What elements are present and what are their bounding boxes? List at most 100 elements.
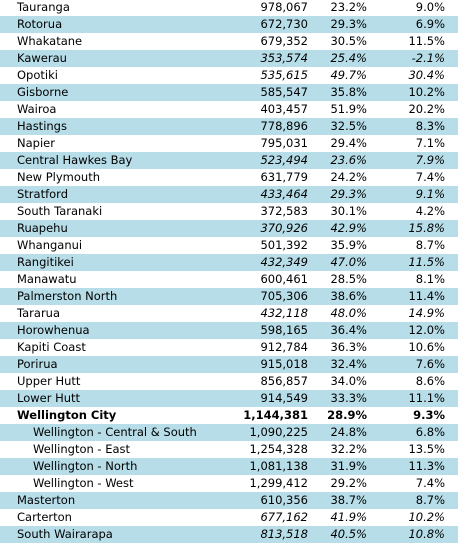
table-cell: 10.2% bbox=[408, 85, 445, 99]
table-cell: 29.3% bbox=[330, 17, 367, 31]
table-cell: 432,118 bbox=[260, 306, 308, 320]
table-row: Opotiki 535,615 49.7% 30.4% bbox=[0, 67, 458, 84]
table-row: Gisborne 585,547 35.8% 10.2% bbox=[0, 84, 458, 101]
table-cell: 31.9% bbox=[330, 459, 367, 473]
table-cell: 8.6% bbox=[415, 374, 445, 388]
region-name: Manawatu bbox=[17, 272, 77, 286]
table-cell: 15.8% bbox=[408, 221, 445, 235]
table-cell: 24.8% bbox=[330, 425, 367, 439]
table-row: Wellington - West 1,299,412 29.2% 7.4% bbox=[0, 475, 458, 492]
table-cell: 600,461 bbox=[260, 272, 308, 286]
table-cell: 49.7% bbox=[330, 68, 367, 82]
region-name: Palmerston North bbox=[17, 289, 118, 303]
table-cell: 30.1% bbox=[330, 204, 367, 218]
table-cell: 631,779 bbox=[260, 170, 308, 184]
table-cell: 11.1% bbox=[408, 391, 445, 405]
table-cell: 914,549 bbox=[260, 391, 308, 405]
table-cell: 34.0% bbox=[330, 374, 367, 388]
region-name: Porirua bbox=[17, 357, 58, 371]
region-name: Horowhenua bbox=[17, 323, 90, 337]
region-name: Rotorua bbox=[17, 17, 63, 31]
table-cell: 598,165 bbox=[260, 323, 308, 337]
table-cell: 32.5% bbox=[330, 119, 367, 133]
table-cell: 432,349 bbox=[260, 255, 308, 269]
table-cell: 25.4% bbox=[330, 51, 367, 65]
table-cell: 29.3% bbox=[330, 187, 367, 201]
region-name: Napier bbox=[17, 136, 55, 150]
table-cell: 38.7% bbox=[330, 493, 367, 507]
table-row: Wellington - East 1,254,328 32.2% 13.5% bbox=[0, 441, 458, 458]
table-row: Palmerston North 705,306 38.6% 11.4% bbox=[0, 288, 458, 305]
table-row: Whanganui 501,392 35.9% 8.7% bbox=[0, 237, 458, 254]
region-name: Lower Hutt bbox=[17, 391, 81, 405]
table-cell: 47.0% bbox=[330, 255, 367, 269]
table-row: Napier 795,031 29.4% 7.1% bbox=[0, 135, 458, 152]
region-name: South Wairarapa bbox=[17, 527, 113, 541]
table-cell: 403,457 bbox=[260, 102, 308, 116]
table-cell: 7.6% bbox=[415, 357, 445, 371]
table-row: Central Hawkes Bay 523,494 23.6% 7.9% bbox=[0, 152, 458, 169]
table-cell: 11.5% bbox=[408, 255, 445, 269]
table-cell: 29.2% bbox=[330, 476, 367, 490]
table-row: Hastings 778,896 32.5% 8.3% bbox=[0, 118, 458, 135]
table-cell: 9.3% bbox=[413, 408, 445, 422]
table-cell: 672,730 bbox=[260, 17, 308, 31]
region-name: Whanganui bbox=[17, 238, 83, 252]
table-cell: 32.2% bbox=[330, 442, 367, 456]
region-name: Masterton bbox=[17, 493, 76, 507]
table-cell: -2.1% bbox=[411, 51, 445, 65]
table-row: Wairoa 403,457 51.9% 20.2% bbox=[0, 101, 458, 118]
table-cell: 705,306 bbox=[260, 289, 308, 303]
table-cell: 7.9% bbox=[415, 153, 445, 167]
table-row: Manawatu 600,461 28.5% 8.1% bbox=[0, 271, 458, 288]
table-cell: 36.4% bbox=[330, 323, 367, 337]
table-cell: 8.1% bbox=[415, 272, 445, 286]
table-row: Upper Hutt 856,857 34.0% 8.6% bbox=[0, 373, 458, 390]
region-name: Tauranga bbox=[17, 0, 70, 14]
table-cell: 856,857 bbox=[260, 374, 308, 388]
table-cell: 9.0% bbox=[415, 0, 445, 14]
table-row: Ruapehu 370,926 42.9% 15.8% bbox=[0, 220, 458, 237]
table-cell: 23.2% bbox=[330, 0, 367, 14]
region-name: Hastings bbox=[17, 119, 67, 133]
table-cell: 11.4% bbox=[408, 289, 445, 303]
table-cell: 4.2% bbox=[415, 204, 445, 218]
table-row: Stratford 433,464 29.3% 9.1% bbox=[0, 186, 458, 203]
table-cell: 7.4% bbox=[415, 170, 445, 184]
table-cell: 677,162 bbox=[260, 510, 308, 524]
table-cell: 8.7% bbox=[415, 493, 445, 507]
table-cell: 433,464 bbox=[260, 187, 308, 201]
table-cell: 24.2% bbox=[330, 170, 367, 184]
table-cell: 501,392 bbox=[260, 238, 308, 252]
table-cell: 48.0% bbox=[330, 306, 367, 320]
region-name: Central Hawkes Bay bbox=[17, 153, 133, 167]
table-row: New Plymouth 631,779 24.2% 7.4% bbox=[0, 169, 458, 186]
table-cell: 30.5% bbox=[330, 34, 367, 48]
table-cell: 795,031 bbox=[260, 136, 308, 150]
table-cell: 35.9% bbox=[330, 238, 367, 252]
table-cell: 42.9% bbox=[330, 221, 367, 235]
table-row: Tauranga 978,067 23.2% 9.0% bbox=[0, 0, 458, 16]
table-cell: 535,615 bbox=[260, 68, 308, 82]
region-name: Wairoa bbox=[17, 102, 57, 116]
table-cell: 9.1% bbox=[415, 187, 445, 201]
region-name: Kawerau bbox=[17, 51, 67, 65]
region-name: Kapiti Coast bbox=[17, 340, 86, 354]
region-name: South Taranaki bbox=[17, 204, 103, 218]
table-cell: 32.4% bbox=[330, 357, 367, 371]
table-cell: 29.4% bbox=[330, 136, 367, 150]
table-cell: 915,018 bbox=[260, 357, 308, 371]
table-cell: 41.9% bbox=[330, 510, 367, 524]
table-cell: 585,547 bbox=[260, 85, 308, 99]
table-cell: 10.6% bbox=[408, 340, 445, 354]
table-cell: 8.3% bbox=[415, 119, 445, 133]
table-row: Horowhenua 598,165 36.4% 12.0% bbox=[0, 322, 458, 339]
table-row: Whakatane 679,352 30.5% 11.5% bbox=[0, 33, 458, 50]
table-cell: 23.6% bbox=[330, 153, 367, 167]
table-cell: 912,784 bbox=[260, 340, 308, 354]
table-row: Kawerau 353,574 25.4% -2.1% bbox=[0, 50, 458, 67]
table-cell: 38.6% bbox=[330, 289, 367, 303]
region-name: Upper Hutt bbox=[17, 374, 81, 388]
